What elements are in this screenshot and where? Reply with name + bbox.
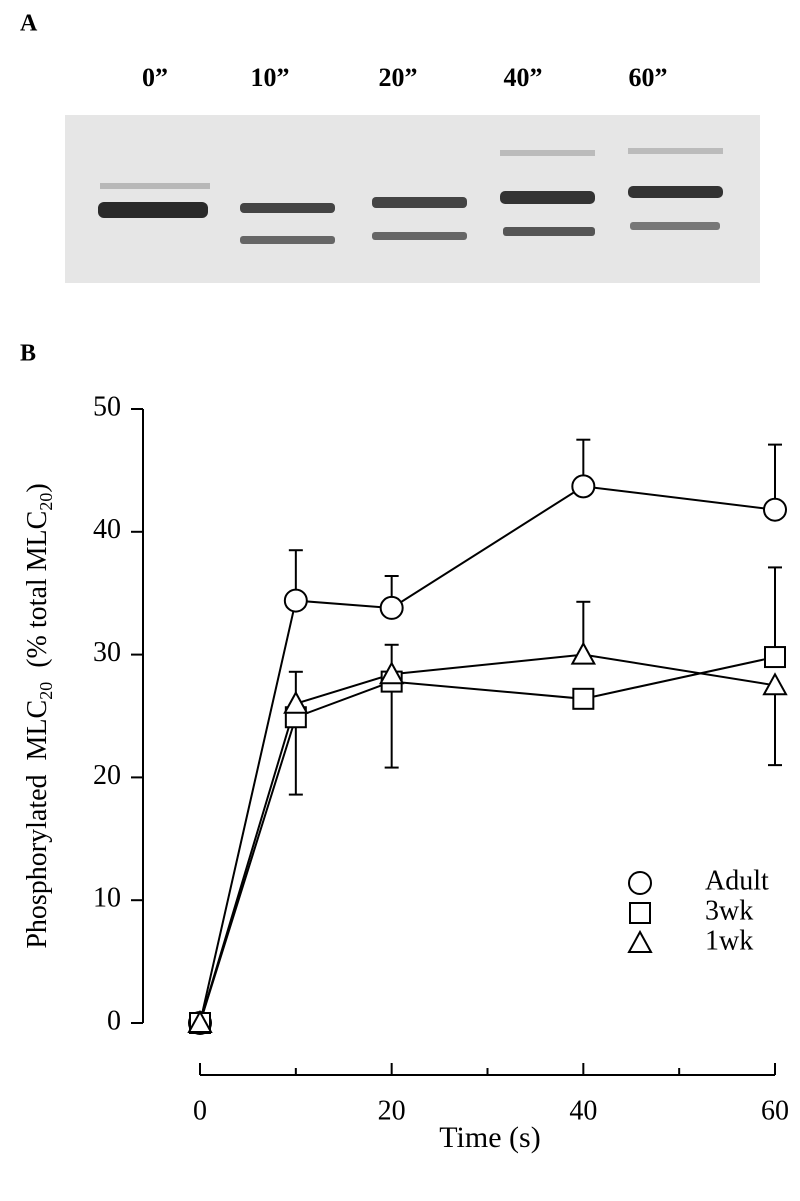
y-tick-label: 0 xyxy=(107,1005,121,1036)
panel-label: A xyxy=(20,11,38,37)
error-bar xyxy=(768,566,782,658)
marker xyxy=(379,595,404,620)
series-line xyxy=(199,485,776,1024)
error-bar xyxy=(384,681,399,769)
y-tick-label: 40 xyxy=(93,514,121,545)
y-axis-title-subscript: 20 xyxy=(36,493,56,511)
marker xyxy=(764,646,786,669)
x-tick-label: 40 xyxy=(569,1095,597,1126)
panel-label: B xyxy=(20,341,36,367)
y-axis-title-part: Phosphorylated MLC xyxy=(22,700,53,949)
lane-label: 10” xyxy=(251,63,290,92)
y-axis-title: Phosphorylated MLC20 (% total MLC20) xyxy=(22,483,56,948)
lane-label: 60” xyxy=(629,63,668,92)
x-axis-title: Time (s) xyxy=(439,1121,540,1154)
marker xyxy=(571,474,596,499)
y-tick-label: 20 xyxy=(93,760,121,791)
marker xyxy=(283,690,309,714)
y-tick-label: 30 xyxy=(93,637,121,668)
y-axis-title-part: ) xyxy=(22,483,53,492)
x-tick-label: 20 xyxy=(378,1095,406,1126)
marker xyxy=(763,497,787,522)
x-tick-label: 60 xyxy=(761,1095,789,1126)
legend-label: Adult xyxy=(705,865,769,896)
y-tick-label: 10 xyxy=(93,883,121,914)
error-bar xyxy=(288,717,303,796)
lane-label: 40” xyxy=(504,63,543,92)
marker xyxy=(570,641,597,665)
legend-label: 1wk xyxy=(705,925,753,956)
legend-label: 3wk xyxy=(705,895,753,926)
x-tick-label: 0 xyxy=(193,1095,207,1126)
marker xyxy=(378,661,405,685)
legend-marker xyxy=(627,929,653,953)
marker xyxy=(762,672,788,696)
lane-label: 20” xyxy=(379,63,418,92)
marker xyxy=(572,687,595,710)
y-tick-label: 50 xyxy=(93,391,121,422)
blot xyxy=(65,115,760,283)
marker xyxy=(283,588,308,613)
lane-label: 0” xyxy=(142,63,168,92)
legend-marker xyxy=(628,871,652,895)
legend-marker xyxy=(629,902,651,924)
marker xyxy=(187,1009,213,1033)
y-axis-title-subscript: 20 xyxy=(36,682,56,700)
y-axis-title-part: (% total MLC xyxy=(22,511,53,682)
error-bar xyxy=(768,685,782,767)
